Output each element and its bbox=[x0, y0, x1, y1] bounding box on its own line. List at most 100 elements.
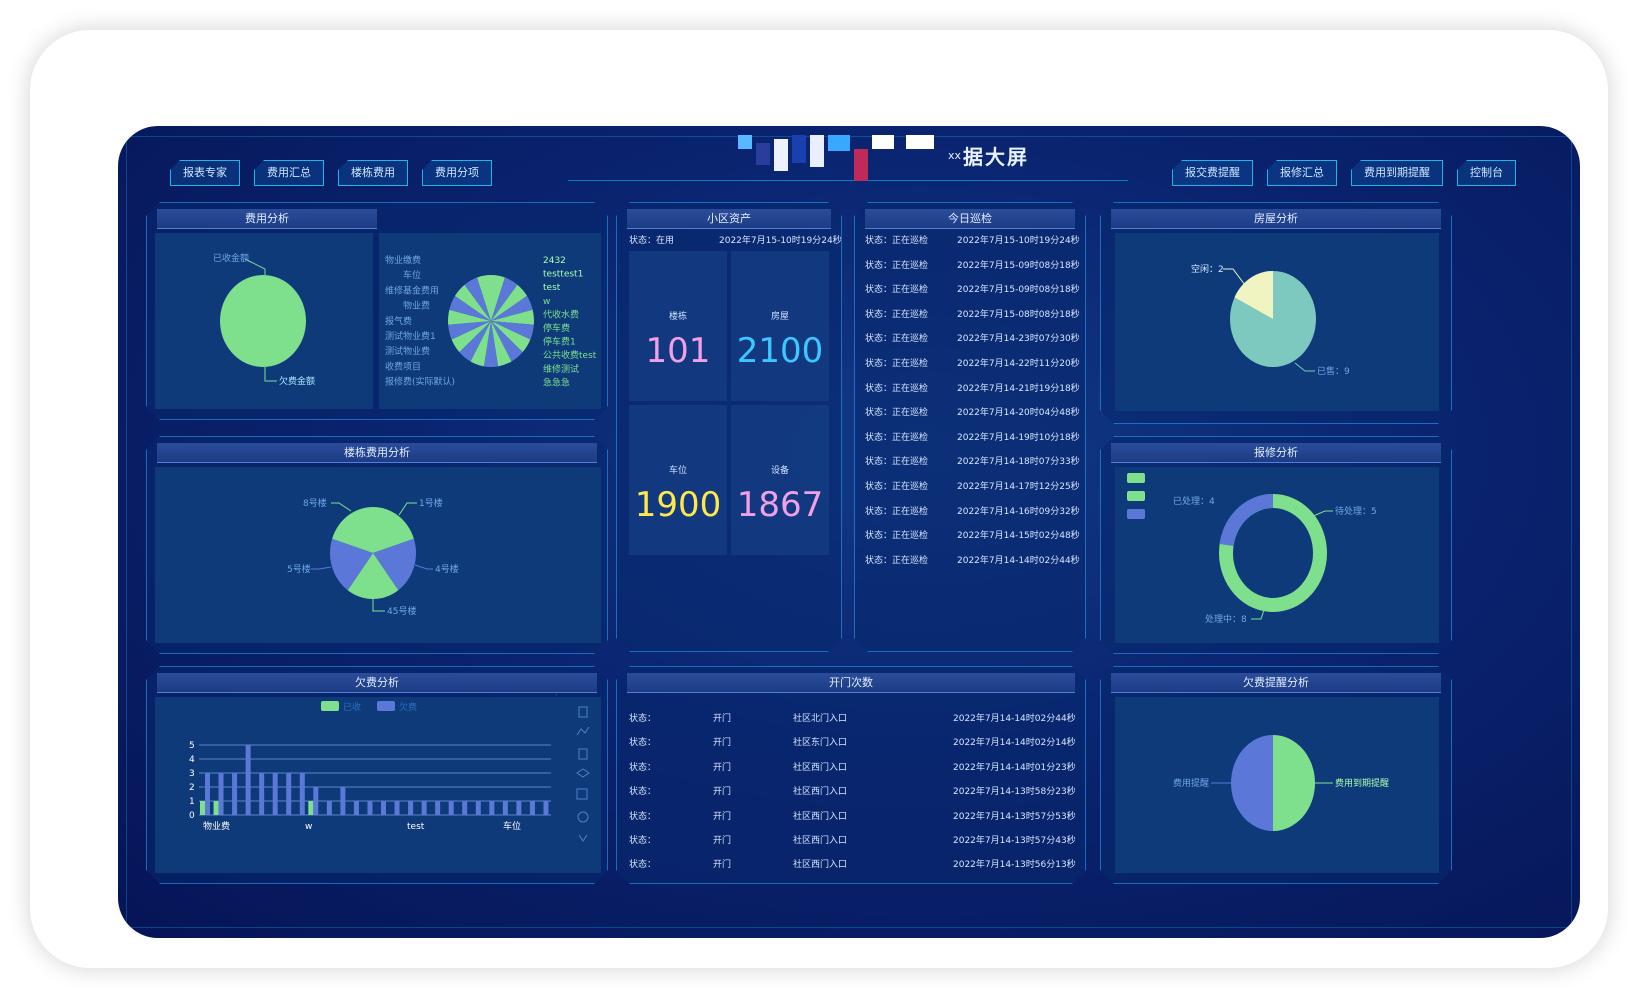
inspection-time: 2022年7月15-08时08分18秒 bbox=[957, 309, 1080, 320]
panel-door-open: 开门次数 状态： 开门 社区北门入口 2022年7月14-14时02分44秒 状态： 开门… bbox=[616, 666, 1086, 884]
building-fee-area: 8号楼 1号楼 5号楼 4号楼 45号楼 bbox=[155, 467, 601, 643]
nav-report-expert[interactable]: 报表专家 bbox=[170, 160, 240, 186]
pie-slice bbox=[491, 277, 517, 321]
door-place: 社区西门入口 bbox=[793, 836, 848, 846]
fee-item-label: 维修基金费用 bbox=[385, 284, 439, 296]
bar bbox=[381, 801, 386, 815]
fee-pie-right-area: 物业缴费 车位 维修基金费用 物业费 报气费 测试物业费1 测试物业费 收费项目 报修费(实际默… bbox=[379, 233, 601, 409]
nav-building-fee[interactable]: 楼栋费用 bbox=[338, 160, 408, 186]
door-action: 开门 bbox=[713, 787, 732, 798]
door-time: 2022年7月14-13时57分43秒 bbox=[953, 836, 1076, 846]
screenshot-card: xx 据大屏 报表专家 费用汇总 楼栋费用 费用分项 报交费提醒 报修汇总 费用… bbox=[30, 30, 1608, 968]
bar bbox=[489, 801, 494, 815]
door-place: 社区东门入口 bbox=[793, 738, 848, 749]
door-status: 状态： bbox=[629, 836, 657, 846]
asset-timestamp: 2022年7月15-10时19分24秒 bbox=[719, 236, 842, 246]
y-tick-label: 3 bbox=[189, 769, 195, 779]
door-time: 2022年7月14-13时58分23秒 bbox=[953, 787, 1076, 798]
fee-item-label: 报气费 bbox=[385, 315, 412, 327]
door-time: 2022年7月14-13时57分53秒 bbox=[953, 811, 1076, 822]
panel-fee-analysis: 费用分析 已收金额 欠费金额 物业缴费 车位 维修基金费用 物业费 报气费 测试物业费1 测… bbox=[146, 202, 608, 420]
nav-repair-summary[interactable]: 报修汇总 bbox=[1267, 160, 1337, 186]
fee-item-label: 收费项目 bbox=[385, 360, 421, 372]
inspection-status: 状态：正在巡检 bbox=[865, 555, 929, 566]
inspection-time: 2022年7月14-21时19分18秒 bbox=[957, 383, 1080, 394]
tile-value: 2100 bbox=[736, 331, 824, 371]
panel-arrears-reminder: 欠费提醒分析 费用提醒 费用到期提醒 bbox=[1100, 666, 1452, 884]
door-time: 2022年7月14-14时01分23秒 bbox=[953, 762, 1076, 773]
fee-item-label: 物业缴费 bbox=[385, 254, 421, 266]
inspection-time: 2022年7月14-19时10分18秒 bbox=[957, 432, 1080, 443]
nav-console[interactable]: 控制台 bbox=[1457, 160, 1516, 186]
label-repair-pending: 待处理：5 bbox=[1335, 505, 1377, 517]
bar bbox=[232, 773, 237, 815]
inspection-time: 2022年7月14-14时02分44秒 bbox=[957, 555, 1080, 566]
panel-repair: 报修分析 待处理：5 已处理：4 处理中：8 bbox=[1100, 436, 1452, 654]
pie-slice bbox=[491, 321, 523, 361]
door-action: 开门 bbox=[713, 860, 732, 871]
inspection-status: 状态：正在巡检 bbox=[865, 383, 929, 394]
door-place: 社区西门入口 bbox=[793, 787, 848, 798]
legend-swatch-done bbox=[1127, 473, 1145, 483]
tile-devices: 设备 1867 bbox=[731, 405, 829, 555]
tile-houses: 房屋 2100 bbox=[731, 251, 829, 401]
pie-slice bbox=[465, 277, 491, 321]
pie-slice bbox=[484, 321, 498, 367]
logo-mosaic bbox=[738, 135, 934, 181]
label-vacant: 空闲：2 bbox=[1191, 263, 1224, 275]
bar bbox=[516, 801, 521, 815]
panel-title: 小区资产 bbox=[627, 209, 831, 229]
pie-slice bbox=[459, 321, 491, 361]
y-tick-label: 4 bbox=[189, 755, 195, 765]
inspection-time: 2022年7月15-10时19分24秒 bbox=[957, 236, 1080, 246]
fee-item-label: 报修费(实际默认) bbox=[385, 376, 455, 388]
nav-fee-expiry-reminder[interactable]: 费用到期提醒 bbox=[1351, 160, 1443, 186]
tiled-icon[interactable] bbox=[577, 789, 587, 799]
panel-inspection: 今日巡检 状态：正在巡检 2022年7月15-10时19分24秒 状态：正在巡检 20… bbox=[854, 202, 1086, 652]
line-chart-icon[interactable] bbox=[577, 727, 589, 735]
door-time: 2022年7月14-13时56分13秒 bbox=[953, 860, 1076, 871]
inspection-status: 状态：正在巡检 bbox=[865, 334, 929, 345]
fee-item-label: testtest1 bbox=[543, 270, 583, 280]
tile-value: 1900 bbox=[634, 485, 722, 525]
inspection-time: 2022年7月14-17时12分25秒 bbox=[957, 482, 1080, 492]
housing-area: 空闲：2 已售：9 bbox=[1115, 233, 1439, 411]
tile-label: 房屋 bbox=[770, 312, 789, 322]
inspection-time: 2022年7月14-15时02分48秒 bbox=[957, 531, 1080, 542]
inspection-time: 2022年7月14-20时04分48秒 bbox=[957, 408, 1080, 419]
pie-slice-arrears bbox=[220, 275, 306, 367]
inspection-status: 状态：正在巡检 bbox=[865, 482, 929, 492]
nav-fee-summary[interactable]: 费用汇总 bbox=[254, 160, 324, 186]
inspection-time: 2022年7月14-18时07分33秒 bbox=[957, 457, 1080, 468]
label-fee-reminder: 费用提醒 bbox=[1173, 777, 1209, 789]
panel-title: 楼栋费用分析 bbox=[157, 443, 597, 463]
bar bbox=[530, 801, 535, 815]
fee-item-label: 公共收费test bbox=[543, 349, 597, 361]
inspection-status: 状态：正在巡检 bbox=[865, 285, 929, 296]
bar bbox=[214, 801, 219, 815]
inspection-status: 状态：正在巡检 bbox=[865, 309, 929, 320]
download-icon[interactable] bbox=[579, 835, 587, 841]
door-place: 社区北门入口 bbox=[793, 714, 848, 724]
x-tick-label: 车位 bbox=[503, 820, 521, 832]
y-tick-label: 1 bbox=[189, 797, 195, 807]
restore-icon[interactable] bbox=[578, 812, 588, 822]
bar-chart-icon[interactable] bbox=[579, 749, 587, 759]
inspection-status: 状态：正在巡检 bbox=[865, 260, 929, 271]
door-status: 状态： bbox=[629, 714, 657, 724]
nav-payment-reminder[interactable]: 报交费提醒 bbox=[1172, 160, 1253, 186]
door-action: 开门 bbox=[713, 811, 732, 822]
pie-slice bbox=[448, 321, 491, 339]
panel-title: 开门次数 bbox=[627, 673, 1075, 693]
stack-icon[interactable] bbox=[577, 769, 589, 777]
door-place: 社区西门入口 bbox=[793, 860, 848, 871]
bar bbox=[367, 801, 372, 815]
door-place: 社区西门入口 bbox=[793, 762, 848, 773]
label-building-1: 1号楼 bbox=[419, 497, 443, 509]
inspection-status: 状态：正在巡检 bbox=[865, 408, 929, 419]
repair-area: 待处理：5 已处理：4 处理中：8 bbox=[1115, 467, 1439, 643]
panel-title: 报修分析 bbox=[1111, 443, 1441, 463]
nav-fee-items[interactable]: 费用分项 bbox=[422, 160, 492, 186]
data-view-icon[interactable] bbox=[579, 707, 587, 717]
